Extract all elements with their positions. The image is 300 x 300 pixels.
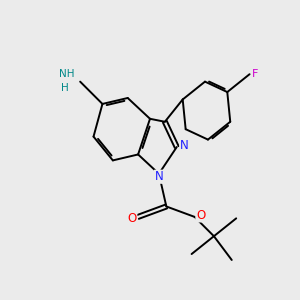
Text: N: N [180,139,189,152]
Text: F: F [252,69,258,79]
Text: NH: NH [59,69,74,79]
Text: O: O [196,209,205,222]
Text: N: N [154,170,163,183]
Text: H: H [61,82,69,93]
Text: O: O [128,212,137,225]
